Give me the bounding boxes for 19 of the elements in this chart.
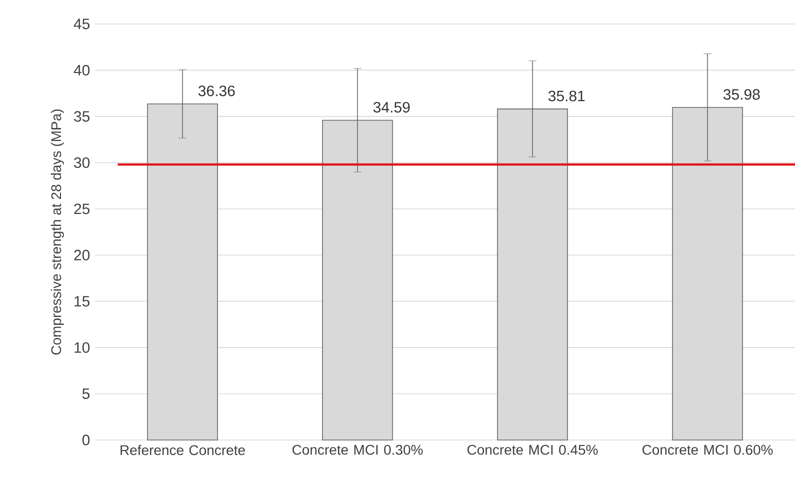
y-tick-label: 30 xyxy=(74,157,90,168)
y-axis-title: Compressive strength at 28 days (MPa) xyxy=(50,110,64,355)
y-tick-label: 15 xyxy=(74,296,90,307)
x-tick-label: Reference Concrete xyxy=(120,444,245,456)
data-label: 35.98 xyxy=(723,89,760,100)
y-tick-label: 35 xyxy=(74,111,90,122)
y-tick-label: 45 xyxy=(74,18,90,30)
y-tick-label: 5 xyxy=(82,388,90,399)
y-tick-label: 0 xyxy=(82,434,90,446)
y-tick-label: 25 xyxy=(74,204,90,214)
data-label: 36.36 xyxy=(198,86,235,96)
data-label: 35.81 xyxy=(548,90,585,102)
x-tick-label: Concrete MCI 0.60% xyxy=(642,444,773,455)
y-tick-label: 40 xyxy=(74,64,90,76)
x-tick-label: Concrete MCI 0.30% xyxy=(292,444,423,455)
x-tick-label: Concrete MCI 0.45% xyxy=(467,444,598,455)
data-label: 34.59 xyxy=(373,102,410,113)
y-tick-label: 20 xyxy=(74,250,90,260)
y-tick-label: 10 xyxy=(74,342,90,353)
